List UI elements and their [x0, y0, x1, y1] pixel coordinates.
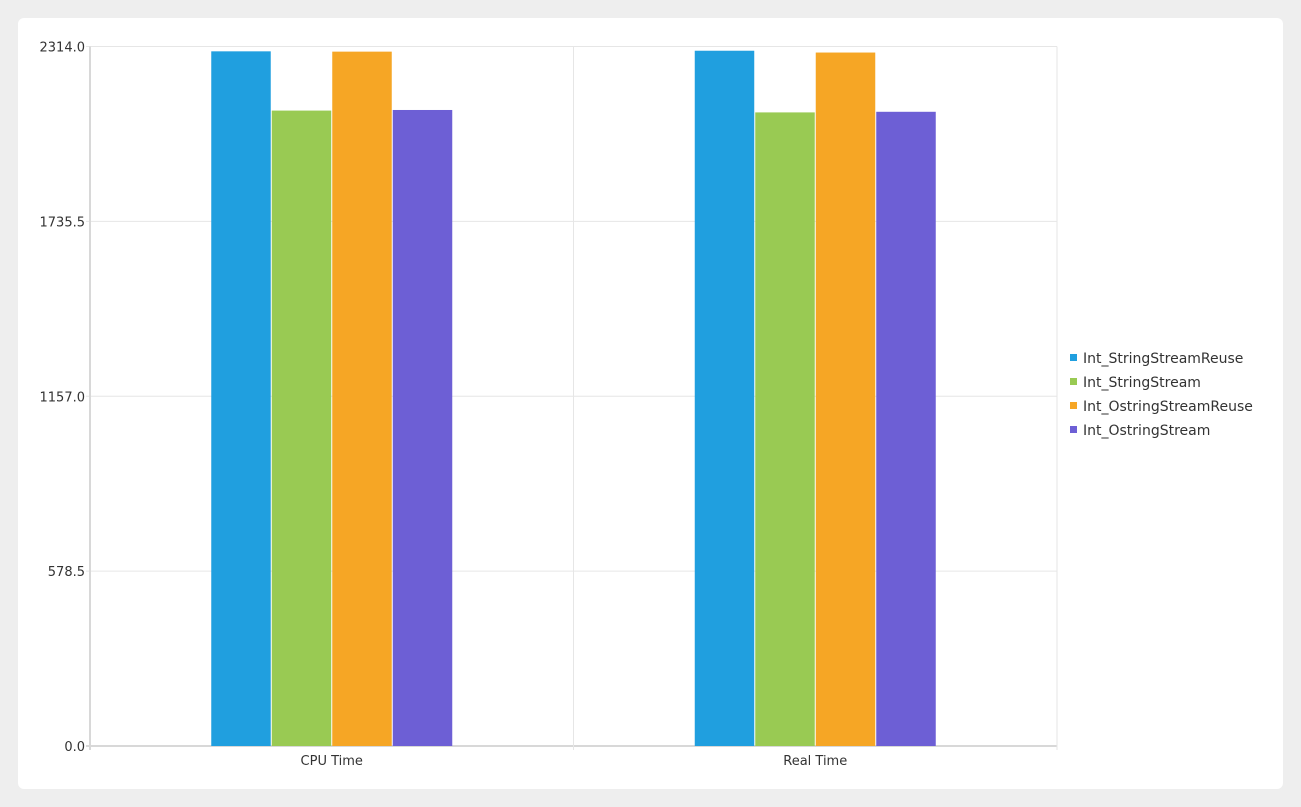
x-tick-label: CPU Time [301, 754, 363, 769]
y-tick-label: 2314.0 [40, 41, 86, 56]
bar-int-ostringstream-real-time [876, 111, 936, 746]
legend-swatch [1070, 354, 1077, 361]
legend-swatch [1070, 378, 1077, 385]
legend-label: Int_OstringStream [1083, 423, 1210, 439]
x-tick-label: Real Time [783, 754, 847, 769]
y-tick-label: 0.0 [64, 740, 85, 755]
legend-label: Int_StringStream [1083, 375, 1201, 391]
y-tick-label: 1735.5 [40, 215, 86, 230]
legend-swatch [1070, 402, 1077, 409]
bar-int-stringstreamreuse-real-time [694, 50, 755, 747]
legend-label: Int_StringStreamReuse [1083, 351, 1243, 367]
bar-int-stringstream-cpu-time [271, 110, 332, 746]
bar-int-stringstream-real-time [755, 112, 815, 747]
bar-int-stringstreamreuse-cpu-time [211, 51, 271, 746]
y-tick-label: 1157.0 [40, 390, 86, 405]
y-tick-label: 578.5 [48, 565, 85, 580]
legend-swatch [1070, 426, 1077, 433]
bar-int-ostringstreamreuse-real-time [815, 52, 876, 747]
bar-int-ostringstreamreuse-cpu-time [332, 51, 392, 747]
bar-int-ostringstream-cpu-time [392, 109, 453, 747]
legend-label: Int_OstringStreamReuse [1083, 399, 1253, 415]
